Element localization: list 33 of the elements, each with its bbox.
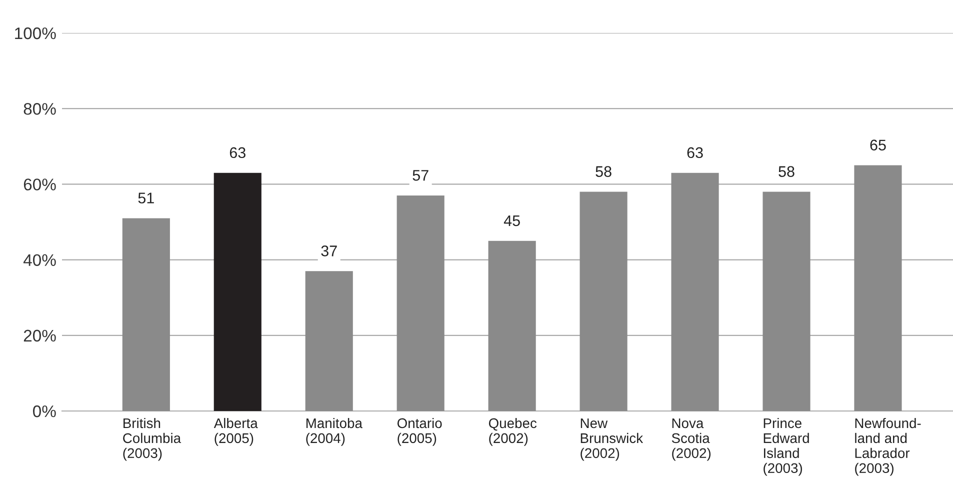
bar xyxy=(580,192,628,411)
x-tick-label: Nova Scotia (2002) xyxy=(672,418,711,461)
bar xyxy=(396,196,444,411)
data-label: 57 xyxy=(412,170,428,181)
bar xyxy=(122,218,170,411)
y-tick-label: 20% xyxy=(24,330,56,342)
y-tick-label: 80% xyxy=(24,103,56,115)
x-tick-label: New Brunswick (2002) xyxy=(580,418,644,461)
x-tick-label: Prince Edward Island (2003) xyxy=(764,418,809,476)
data-label: 63 xyxy=(230,147,246,158)
data-label: 58 xyxy=(596,166,612,177)
x-tick-label: Newfound- land and Labrador (2003) xyxy=(855,418,921,476)
y-tick-label: 60% xyxy=(24,178,56,190)
data-label: 63 xyxy=(687,147,703,158)
bar xyxy=(671,172,719,411)
y-tick-label: 100% xyxy=(15,27,56,40)
x-tick-label: Ontario (2005) xyxy=(397,418,442,446)
bar xyxy=(214,172,262,411)
data-label: 65 xyxy=(870,140,886,150)
x-tick-label: Alberta (2005) xyxy=(214,418,258,446)
bar xyxy=(762,192,810,411)
data-label: 51 xyxy=(138,192,154,204)
data-label: 45 xyxy=(504,215,520,226)
bar xyxy=(488,240,536,411)
x-tick-label: British Columbia (2003) xyxy=(123,418,182,461)
x-tick-label: Quebec (2002) xyxy=(488,418,537,446)
data-label: 58 xyxy=(778,166,794,177)
bar xyxy=(854,165,902,411)
y-tick-label: 40% xyxy=(23,254,56,266)
data-label: 37 xyxy=(321,246,337,256)
y-tick-label: 0% xyxy=(33,405,56,418)
bar xyxy=(305,271,353,411)
x-tick-label: Manitoba (2004) xyxy=(306,418,362,446)
